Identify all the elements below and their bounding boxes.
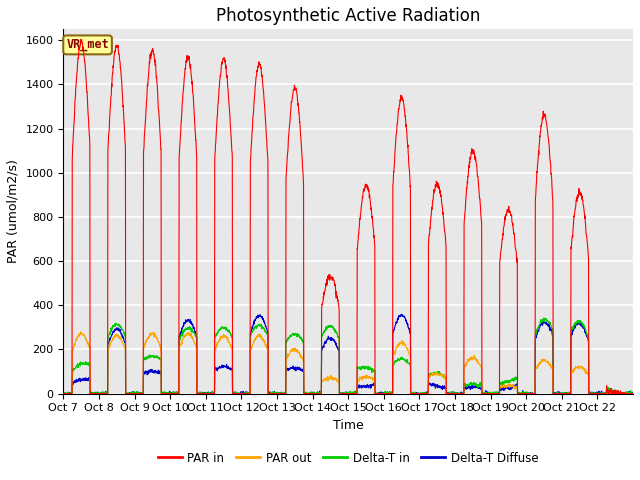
Y-axis label: PAR (umol/m2/s): PAR (umol/m2/s)	[7, 159, 20, 264]
Title: Photosynthetic Active Radiation: Photosynthetic Active Radiation	[216, 7, 481, 25]
Text: VR_met: VR_met	[66, 38, 109, 51]
X-axis label: Time: Time	[333, 419, 364, 432]
Legend: PAR in, PAR out, Delta-T in, Delta-T Diffuse: PAR in, PAR out, Delta-T in, Delta-T Dif…	[153, 447, 543, 469]
